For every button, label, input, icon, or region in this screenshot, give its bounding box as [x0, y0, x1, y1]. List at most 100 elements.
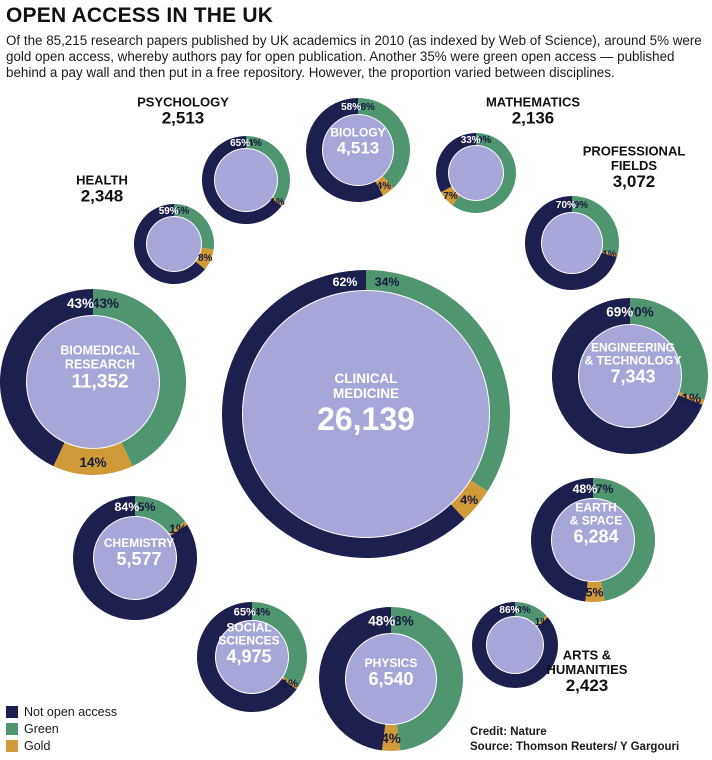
discipline-total: 5,577	[116, 549, 161, 569]
slice-gold	[381, 724, 401, 751]
discipline-name: RESEARCH	[65, 357, 135, 371]
source-line: Source: Thomson Reuters/ Y Gargouri	[470, 741, 680, 753]
slice-label-green: 43%	[92, 296, 119, 311]
discipline-total: 6,284	[573, 527, 618, 547]
slice-label-gold: 1%	[535, 617, 550, 628]
donut-center	[94, 517, 176, 599]
slice-label-gold: 7%	[443, 191, 458, 202]
slice-label-green: 34%	[248, 607, 270, 619]
slice-label-not-open: 69%	[606, 305, 633, 320]
legend-swatch-gold	[6, 740, 18, 752]
slice-label-green: 34%	[375, 275, 400, 289]
discipline-name: CLINICAL	[335, 371, 398, 386]
discipline-name: CHEMISTRY	[104, 536, 174, 550]
slice-not-open	[551, 298, 703, 454]
chart-subtitle: Of the 85,215 research papers published …	[6, 33, 702, 80]
discipline-name: EARTH	[575, 501, 616, 515]
discipline-name: & TECHNOLOGY	[585, 354, 682, 368]
slice-label-green: 13%	[511, 605, 531, 616]
donut-center	[147, 217, 201, 271]
slice-green	[93, 289, 187, 467]
discipline-name: PSYCHOLOGY	[137, 95, 229, 110]
discipline-name: & SPACE	[570, 514, 622, 528]
donut-center	[552, 499, 634, 581]
slice-label-not-open: 70%	[556, 200, 576, 211]
slice-not-open	[133, 203, 206, 284]
slice-label-gold: 4%	[377, 181, 392, 192]
slice-label-not-open: 48%	[572, 482, 597, 496]
donut-center	[216, 621, 288, 693]
slice-not-open	[0, 289, 93, 467]
slice-green	[135, 496, 186, 534]
legend-item-green: Green	[6, 721, 117, 738]
discipline-total: 2,423	[566, 676, 609, 695]
discipline-name: PHYSICS	[365, 656, 418, 670]
slice-label-not-open: 59%	[159, 206, 179, 217]
donut-center	[542, 213, 602, 273]
discipline-name: SCIENCES	[218, 634, 279, 648]
slice-green	[391, 607, 463, 751]
legend-label-green: Green	[24, 722, 59, 736]
slice-label-green: 48%	[387, 614, 414, 629]
slice-label-gold: 1%	[169, 522, 187, 536]
slice-gold	[450, 480, 488, 519]
credit: Credit: Nature Source: Thomson Reuters/ …	[470, 725, 679, 755]
donut-center	[449, 146, 503, 200]
slice-green	[452, 133, 517, 213]
slice-not-open	[471, 601, 558, 688]
slice-not-open	[202, 136, 282, 224]
slice-not-open	[73, 496, 198, 620]
discipline-name: ARTS &	[563, 648, 611, 663]
donut-center	[323, 115, 393, 185]
donut-center	[27, 316, 159, 448]
slice-label-gold: 1%	[681, 391, 701, 406]
legend-swatch-green	[6, 723, 18, 735]
slice-label-gold: 8%	[198, 253, 213, 264]
slice-label-green: 25%	[169, 206, 189, 217]
slice-green	[246, 136, 291, 204]
discipline-total: 4,975	[226, 647, 271, 667]
legend: Not open access Green Gold	[6, 704, 117, 755]
slice-label-not-open: 65%	[230, 138, 250, 149]
slice-gold	[440, 186, 460, 206]
slice-label-green: 34%	[242, 138, 262, 149]
slice-green	[366, 270, 510, 492]
slice-gold	[168, 521, 188, 536]
donut-center	[215, 149, 277, 211]
slice-label-not-open: 43%	[67, 296, 94, 311]
slice-not-open	[319, 607, 391, 751]
discipline-total: 11,352	[71, 371, 128, 392]
discipline-name: HUMANITIES	[547, 662, 628, 677]
slice-gold	[601, 250, 618, 258]
slice-label-not-open: 62%	[333, 275, 358, 289]
donut-center	[487, 617, 543, 673]
slice-green	[174, 204, 215, 250]
slice-label-gold: 14%	[79, 455, 106, 470]
slice-gold	[281, 676, 299, 690]
discipline-total: 2,136	[512, 109, 555, 128]
discipline-total: 2,513	[162, 109, 205, 128]
credit-line: Credit: Nature	[470, 726, 547, 738]
slice-label-gold: 1%	[270, 197, 285, 208]
slice-label-not-open: 58%	[341, 102, 361, 113]
slice-label-not-open: 48%	[368, 614, 395, 629]
slice-label-green: 38%	[355, 102, 375, 113]
slice-not-open	[524, 195, 617, 290]
discipline-name: ENGINEERING	[591, 341, 675, 355]
discipline-total: 2,348	[81, 187, 124, 206]
slice-gold	[585, 581, 605, 602]
slice-label-gold: 1%	[602, 250, 617, 261]
discipline-total: 7,343	[610, 367, 655, 387]
slice-label-green: 47%	[589, 482, 614, 496]
legend-swatch-not-open	[6, 706, 18, 718]
slice-label-green: 30%	[627, 305, 654, 320]
slice-gold	[536, 615, 549, 627]
